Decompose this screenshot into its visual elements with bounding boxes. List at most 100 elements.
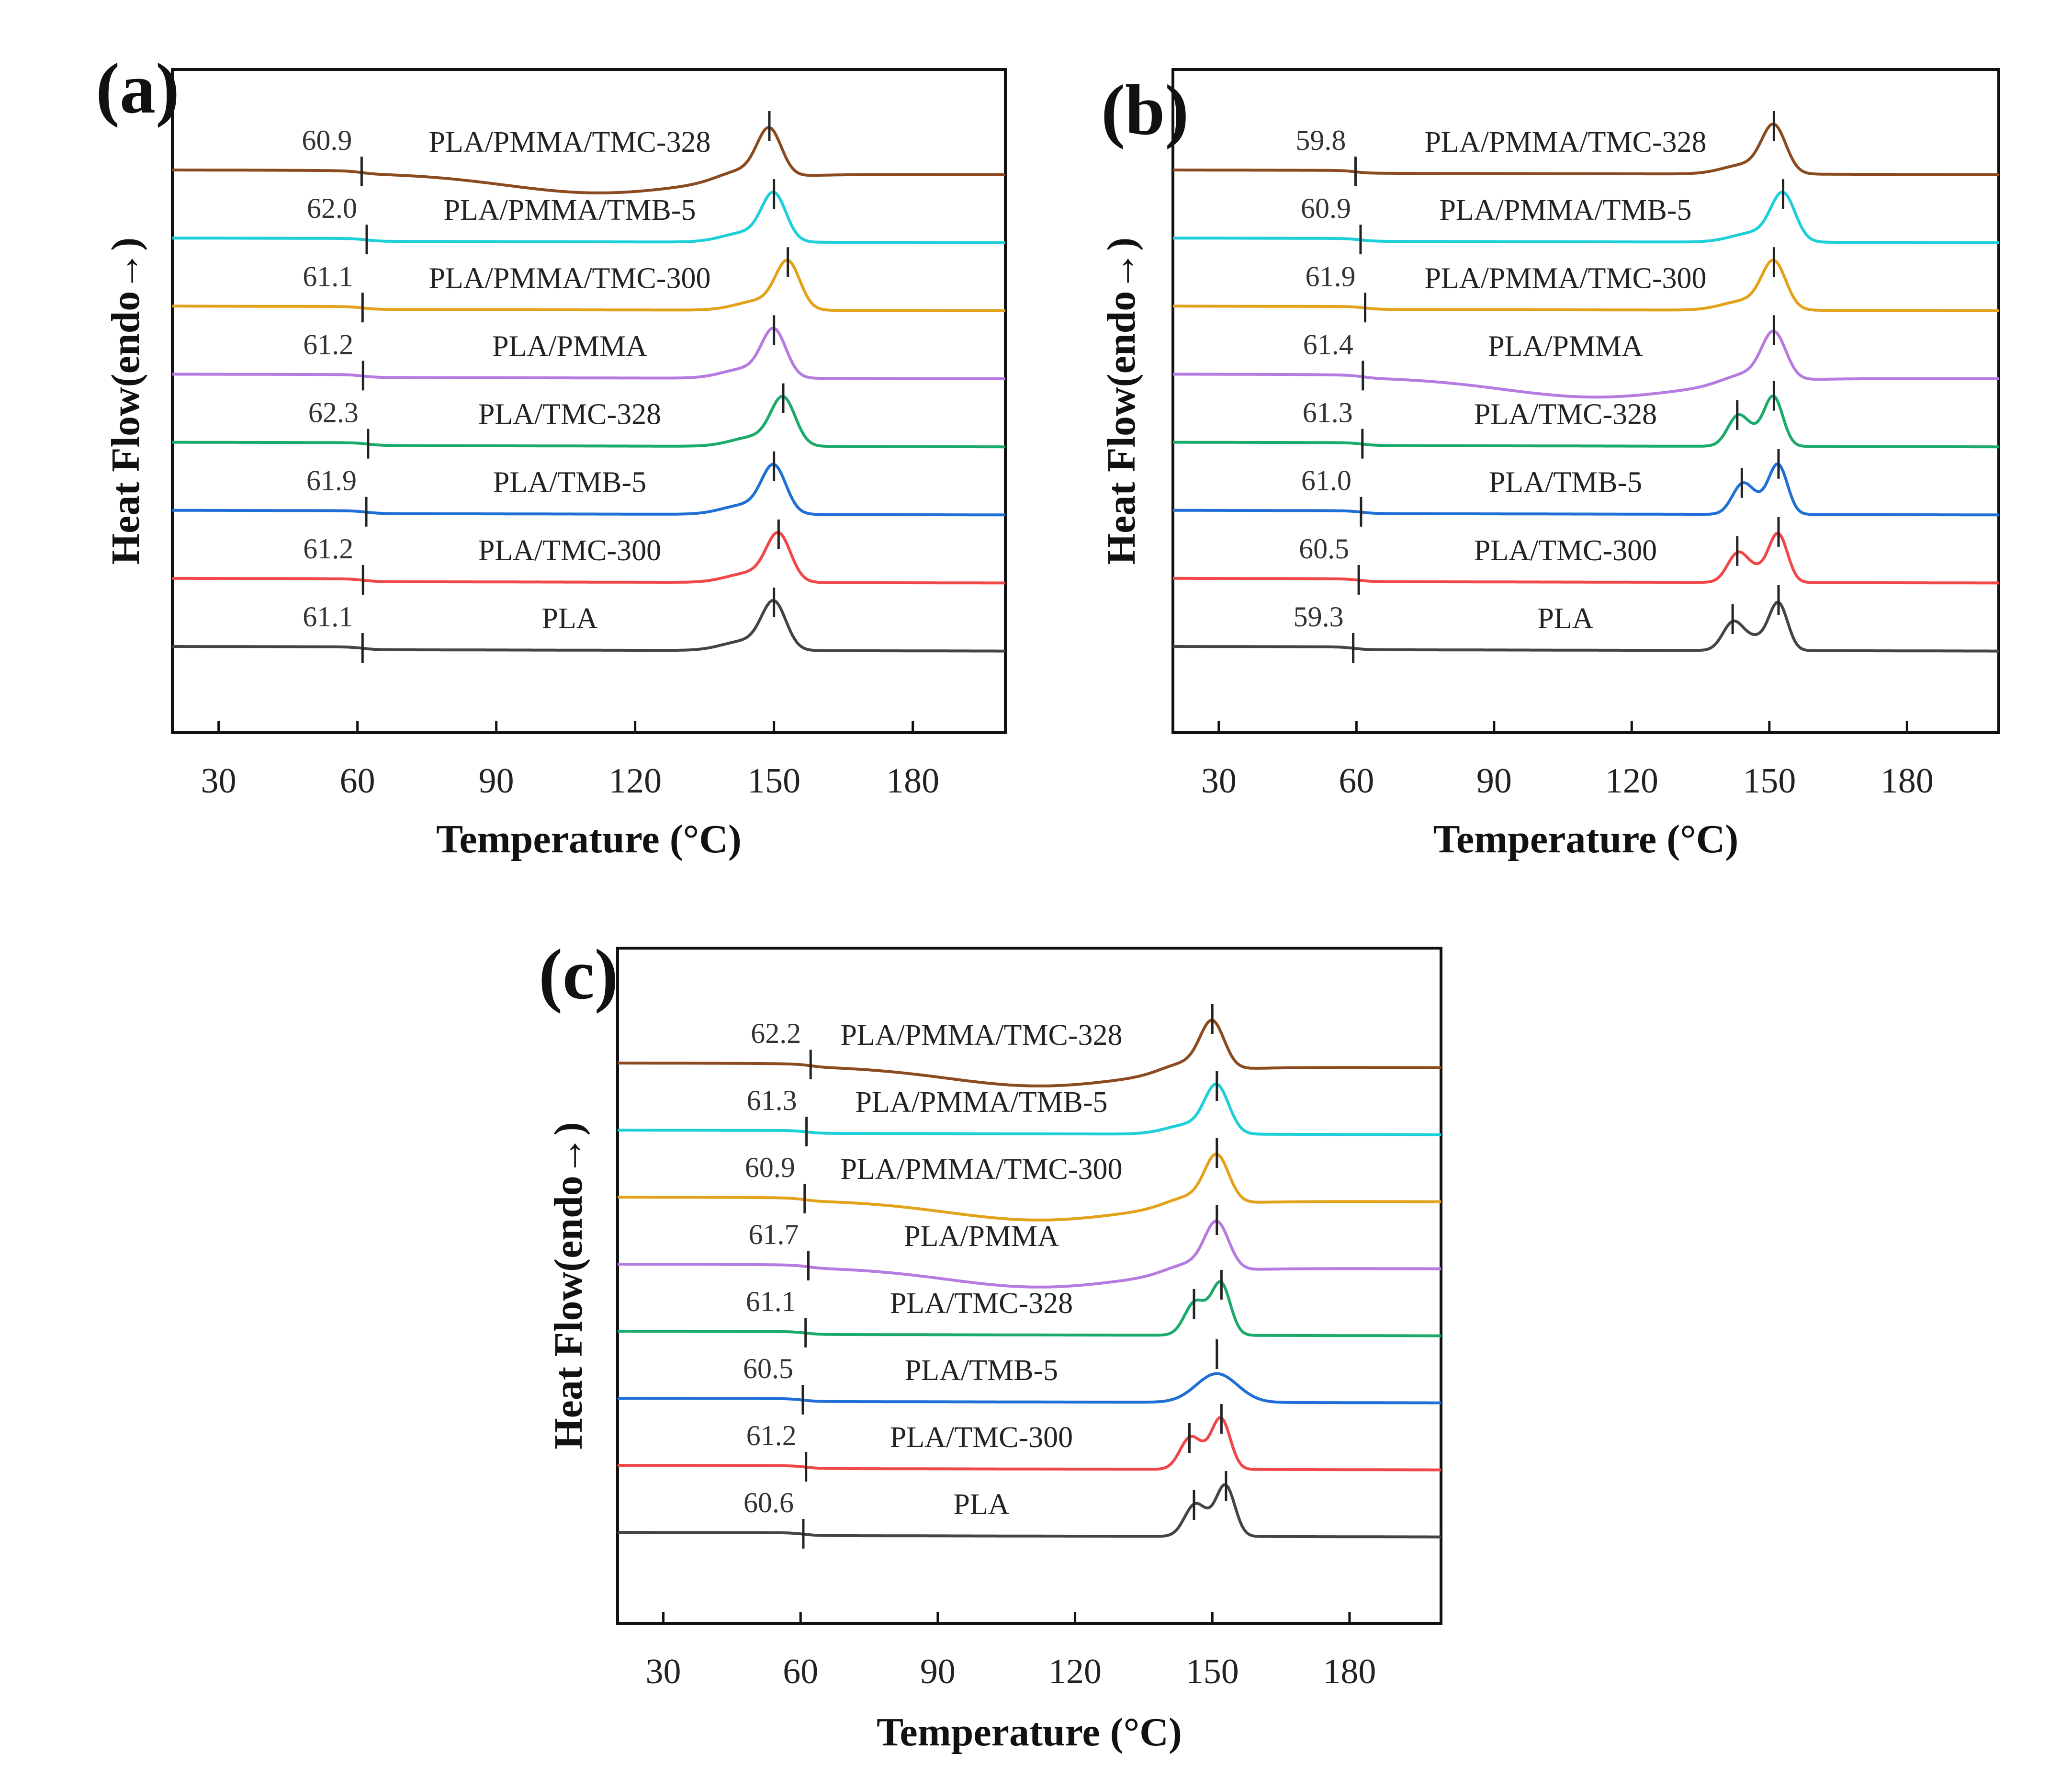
x-tick-label: 120 xyxy=(1605,761,1658,801)
tg-value-label: 61.0 xyxy=(1301,465,1351,497)
series-name-label: PLA xyxy=(541,602,597,635)
x-axis-title: Temperature (°C) xyxy=(1433,817,1739,861)
series-line xyxy=(172,327,1005,380)
tg-value-label: 59.3 xyxy=(1294,601,1344,633)
series-name-label: PLA/PMMA/TMB-5 xyxy=(855,1086,1107,1119)
tg-value-label: 62.3 xyxy=(308,397,359,429)
x-tick-label: 120 xyxy=(608,761,662,801)
series-line xyxy=(1172,191,1999,244)
panel-a: 30 60 90 120 150 180 Temperature (°C) Heat Flow… xyxy=(96,49,1007,861)
x-tick-label: 90 xyxy=(920,1652,956,1691)
series-name-label: PLA/TMB-5 xyxy=(493,466,646,499)
series-line xyxy=(618,1219,1441,1289)
series-name-label: PLA/PMMA/TMC-328 xyxy=(1424,126,1706,158)
x-tick-label: 60 xyxy=(1339,761,1374,801)
tg-value-label: 62.2 xyxy=(751,1018,801,1049)
tg-value-label: 60.5 xyxy=(743,1353,793,1384)
x-tick-label: 120 xyxy=(1048,1652,1102,1691)
tg-value-label: 61.9 xyxy=(1306,260,1356,292)
series-name-label: PLA/TMC-328 xyxy=(1474,398,1657,431)
tg-value-label: 61.9 xyxy=(306,465,357,497)
series-line xyxy=(1173,394,1999,449)
series-line xyxy=(618,1483,1441,1539)
series-name-label: PLA/TMC-300 xyxy=(478,534,661,567)
tg-value-label: 61.1 xyxy=(303,601,353,633)
series-name-label: PLA/PMMA/TMC-328 xyxy=(840,1019,1122,1052)
series-name-label: PLA/TMB-5 xyxy=(905,1354,1058,1387)
series-line xyxy=(172,125,1005,194)
series-line xyxy=(618,1082,1441,1136)
y-axis-title: Heat Flow(endo→) xyxy=(1099,238,1144,565)
panel-label: (b) xyxy=(1101,70,1189,150)
series-line xyxy=(1173,462,1999,517)
series-name-label: PLA/TMB-5 xyxy=(1489,466,1642,499)
series-line xyxy=(618,1019,1441,1087)
x-tick-label: 180 xyxy=(1323,1652,1376,1691)
series-line xyxy=(618,1280,1441,1337)
x-tick-label: 30 xyxy=(1201,761,1237,801)
series-line xyxy=(172,463,1005,517)
series-line xyxy=(1173,329,1999,399)
series-line xyxy=(172,599,1005,653)
tg-value-label: 60.9 xyxy=(1301,192,1351,224)
x-tick-label: 150 xyxy=(747,761,800,801)
tg-value-label: 61.7 xyxy=(748,1219,799,1250)
x-tick-label: 150 xyxy=(1743,761,1796,801)
series-name-label: PLA/PMMA/TMC-300 xyxy=(1424,262,1706,294)
series-name-label: PLA/TMC-328 xyxy=(890,1287,1073,1320)
panel-b: 30 60 90 120 150 180 Temperature (°C) Heat Flow… xyxy=(1099,68,2000,861)
x-tick-label: 30 xyxy=(646,1652,681,1691)
series-name-label: PLA/PMMA/TMC-328 xyxy=(428,126,710,158)
series-line xyxy=(172,259,1005,312)
panel-label: (c) xyxy=(539,935,618,1014)
x-tick-label: 180 xyxy=(1881,761,1934,801)
series-name-label: PLA/PMMA/TMC-300 xyxy=(840,1153,1122,1186)
series-line xyxy=(618,1416,1441,1472)
series-name-label: PLA xyxy=(1537,602,1593,635)
x-axis-title: Temperature (°C) xyxy=(877,1710,1182,1755)
y-axis-title: Heat Flow(endo→) xyxy=(546,1122,591,1449)
x-axis-title: Temperature (°C) xyxy=(436,817,742,861)
tg-value-label: 62.0 xyxy=(307,192,357,224)
plot-frame xyxy=(616,947,1442,1625)
y-axis-title: Heat Flow(endo→) xyxy=(103,238,148,565)
x-tick-label: 90 xyxy=(479,761,514,801)
series-name-label: PLA xyxy=(953,1488,1009,1521)
series-line xyxy=(172,531,1006,585)
series-name-label: PLA/TMC-328 xyxy=(478,398,661,431)
series-line xyxy=(1173,532,1999,585)
series-name-label: PLA/PMMA/TMB-5 xyxy=(1439,194,1691,226)
series-name-label: PLA/PMMA xyxy=(492,330,647,362)
series-line xyxy=(172,190,1005,244)
series-name-label: PLA/PMMA/TMC-300 xyxy=(428,262,710,294)
tg-value-label: 61.2 xyxy=(303,533,353,565)
x-tick-label: 60 xyxy=(783,1652,818,1691)
tg-value-label: 60.9 xyxy=(745,1152,795,1183)
x-tick-label: 90 xyxy=(1476,761,1512,801)
series-line xyxy=(618,1372,1441,1404)
panel-c: 30 60 90 120 150 180 Temperature (°C) Heat Flow… xyxy=(539,935,1442,1755)
tg-value-label: 61.3 xyxy=(747,1085,797,1116)
tg-value-label: 60.6 xyxy=(743,1487,794,1518)
tg-value-label: 61.1 xyxy=(303,260,353,292)
x-tick-label: 180 xyxy=(886,761,939,801)
tg-value-label: 61.2 xyxy=(746,1420,797,1451)
panel-label: (a) xyxy=(96,49,180,128)
tg-value-label: 61.2 xyxy=(303,328,353,360)
series-name-label: PLA/TMC-300 xyxy=(1474,534,1657,567)
x-tick-label: 150 xyxy=(1186,1652,1239,1691)
series-line xyxy=(1173,122,1999,176)
series-name-label: PLA/PMMA xyxy=(904,1220,1059,1253)
tg-value-label: 61.4 xyxy=(1303,328,1353,360)
tg-value-label: 60.9 xyxy=(302,125,352,156)
series-line xyxy=(172,395,1005,449)
series-line xyxy=(1173,600,1999,653)
series-line xyxy=(1173,259,1999,312)
series-name-label: PLA/PMMA xyxy=(1488,330,1643,362)
series-name-label: PLA/TMC-300 xyxy=(890,1421,1073,1454)
tg-value-label: 61.1 xyxy=(746,1286,796,1317)
plot-frame xyxy=(171,68,1007,734)
tg-value-label: 60.5 xyxy=(1299,533,1349,565)
series-line xyxy=(618,1152,1441,1222)
